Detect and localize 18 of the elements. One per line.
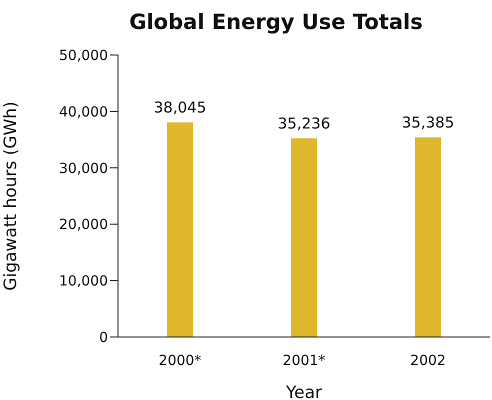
x-tick-label: 2000* (158, 352, 202, 369)
x-tick-label: 2002 (410, 352, 446, 369)
bar (167, 122, 193, 337)
bar (291, 138, 317, 337)
data-label: 38,045 (154, 98, 206, 116)
y-tick-label: 10,000 (59, 274, 108, 290)
chart-title: Global Energy Use Totals (128, 9, 424, 36)
y-tick-label: 30,000 (59, 160, 108, 177)
y-tick-label: 0 (99, 330, 108, 346)
y-tick-label: 40,000 (59, 104, 108, 120)
bar (415, 137, 441, 337)
y-axis-title: Gigawatt hours (GWh) (1, 101, 22, 291)
data-label: 35,385 (402, 113, 454, 132)
y-tick-label: 50,000 (59, 48, 108, 64)
data-label: 35,236 (278, 114, 330, 132)
x-tick-label: 2001* (282, 352, 326, 369)
y-tick-label: 20,000 (59, 217, 108, 234)
x-axis-title: Year (285, 383, 322, 400)
